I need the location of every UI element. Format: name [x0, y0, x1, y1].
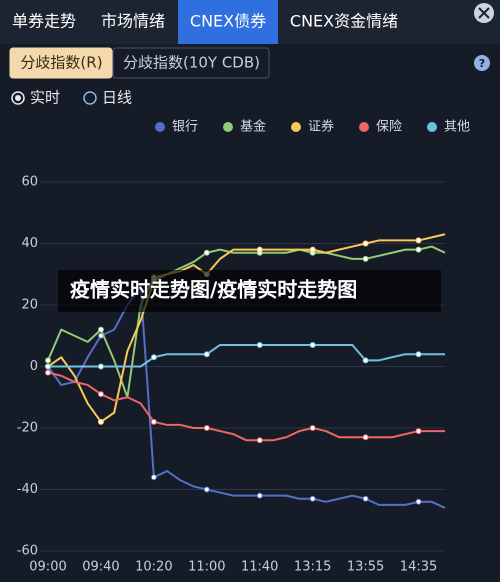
- series-line: [48, 343, 445, 368]
- point: [203, 351, 210, 358]
- radio-label[interactable]: 实时: [30, 89, 60, 107]
- legend-swatch[interactable]: [427, 122, 437, 132]
- point: [362, 495, 369, 502]
- point: [415, 351, 422, 358]
- radio-label[interactable]: 日线: [102, 89, 132, 107]
- y-tick-label: -20: [17, 421, 38, 436]
- legend-swatch[interactable]: [291, 122, 301, 132]
- close-button[interactable]: [474, 3, 494, 23]
- x-tick-label: 10:20: [135, 560, 172, 575]
- y-tick-label: 20: [21, 298, 38, 313]
- legend-label[interactable]: 其他: [444, 120, 470, 135]
- point: [203, 425, 210, 431]
- mode-button[interactable]: [112, 47, 270, 79]
- y-tick-label: -60: [17, 544, 38, 559]
- point: [150, 354, 157, 361]
- point: [309, 341, 316, 348]
- point: [97, 363, 104, 370]
- point: [362, 255, 369, 262]
- series-line: [47, 233, 446, 423]
- help-icon[interactable]: ?: [479, 57, 485, 70]
- x-tick-label: 13:55: [347, 560, 384, 575]
- legend-label[interactable]: 银行: [172, 120, 198, 135]
- banner-bg: [58, 270, 441, 312]
- point: [256, 341, 263, 348]
- y-tick-label: -40: [17, 482, 38, 497]
- series-line: [47, 285, 446, 509]
- point: [415, 237, 422, 244]
- legend-label[interactable]: 证券: [308, 119, 334, 135]
- tab[interactable]: [88, 0, 178, 44]
- tab-label[interactable]: CNEX债券: [190, 12, 266, 31]
- legend-swatch[interactable]: [155, 122, 165, 132]
- x-tick-label: 14:35: [400, 560, 437, 575]
- legend-label[interactable]: 保险: [376, 120, 402, 135]
- point: [45, 357, 51, 364]
- point: [362, 357, 369, 364]
- point: [203, 249, 210, 256]
- point: [45, 369, 51, 376]
- radio[interactable]: [11, 91, 25, 105]
- x-tick-label: 09:40: [82, 560, 119, 575]
- tab[interactable]: [278, 0, 410, 44]
- point: [45, 363, 51, 370]
- legend-swatch[interactable]: [359, 122, 369, 132]
- radio-dot[interactable]: [15, 95, 21, 101]
- series-line: [47, 371, 445, 442]
- series-line: [47, 245, 446, 399]
- point: [97, 326, 104, 333]
- point: [97, 391, 104, 398]
- x-tick-label: 11:40: [241, 560, 278, 575]
- point: [203, 486, 210, 493]
- help-icon-bg[interactable]: [474, 55, 490, 71]
- x-tick-label: 13:15: [294, 560, 331, 575]
- legend-label[interactable]: 基金: [240, 119, 266, 135]
- y-tick-label: 0: [30, 359, 38, 374]
- point: [362, 434, 369, 441]
- point: [309, 246, 316, 253]
- y-tick-label: 60: [21, 175, 38, 190]
- y-tick-label: 40: [21, 236, 38, 251]
- point: [150, 474, 157, 481]
- point: [309, 495, 316, 502]
- point: [415, 498, 422, 505]
- point: [415, 246, 422, 253]
- tab-label[interactable]: 单券走势: [12, 12, 76, 31]
- banner: 疫情实时走势图/疫情实时走势图: [70, 278, 357, 302]
- tab-label[interactable]: CNEX资金情绪: [290, 12, 398, 31]
- point: [97, 418, 104, 425]
- mode-button[interactable]: [9, 47, 113, 79]
- mode-button-label[interactable]: 分歧指数(R): [20, 54, 102, 72]
- legend-swatch[interactable]: [223, 122, 233, 132]
- point: [415, 428, 422, 435]
- point: [362, 240, 369, 247]
- radio[interactable]: [83, 91, 97, 105]
- tab[interactable]: [178, 0, 278, 44]
- mode-button-label[interactable]: 分歧指数(10Y CDB): [123, 54, 260, 72]
- x-tick-label: 11:00: [188, 560, 225, 575]
- tab[interactable]: [0, 0, 88, 44]
- x-tick-label: 09:00: [29, 560, 66, 575]
- point: [256, 492, 263, 499]
- point: [256, 246, 263, 253]
- point: [309, 425, 316, 431]
- point: [150, 418, 157, 425]
- tab-label[interactable]: 市场情绪: [101, 12, 165, 31]
- point: [256, 437, 263, 444]
